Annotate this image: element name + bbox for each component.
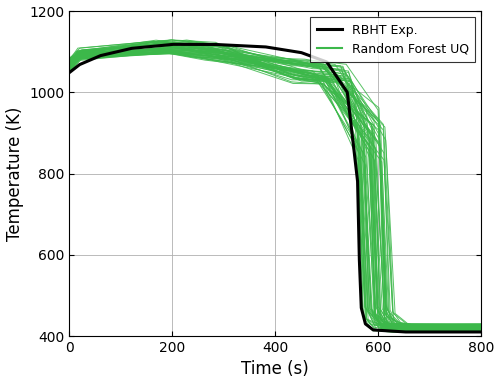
RBHT Exp. [169, 42, 175, 47]
Legend: RBHT Exp., Random Forest UQ: RBHT Exp., Random Forest UQ [310, 17, 475, 62]
RBHT Exp. [242, 43, 248, 48]
Line: RBHT Exp.: RBHT Exp. [69, 45, 482, 332]
RBHT Exp. [470, 329, 476, 334]
RBHT Exp. [426, 329, 432, 334]
RBHT Exp. [66, 71, 72, 75]
RBHT Exp. [478, 329, 484, 334]
RBHT Exp. [224, 43, 230, 47]
RBHT Exp. [138, 45, 143, 50]
Y-axis label: Temperature (K): Temperature (K) [6, 106, 24, 241]
RBHT Exp. [401, 329, 407, 334]
X-axis label: Time (s): Time (s) [242, 361, 309, 379]
RBHT Exp. [113, 50, 119, 54]
